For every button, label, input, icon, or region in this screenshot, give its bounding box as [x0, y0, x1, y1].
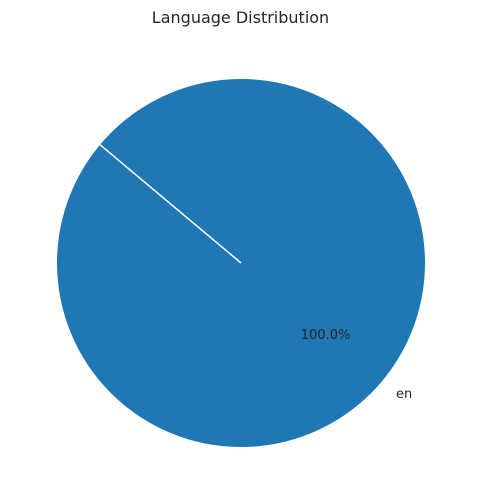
pie-slice-edge — [99, 144, 242, 264]
chart-title: Language Distribution — [152, 8, 329, 27]
pie-labels: en 100.0% — [301, 328, 413, 402]
pie-slices — [57, 79, 425, 447]
pie-slice-label: en — [396, 387, 412, 402]
pie-percent-label: 100.0% — [301, 328, 351, 343]
